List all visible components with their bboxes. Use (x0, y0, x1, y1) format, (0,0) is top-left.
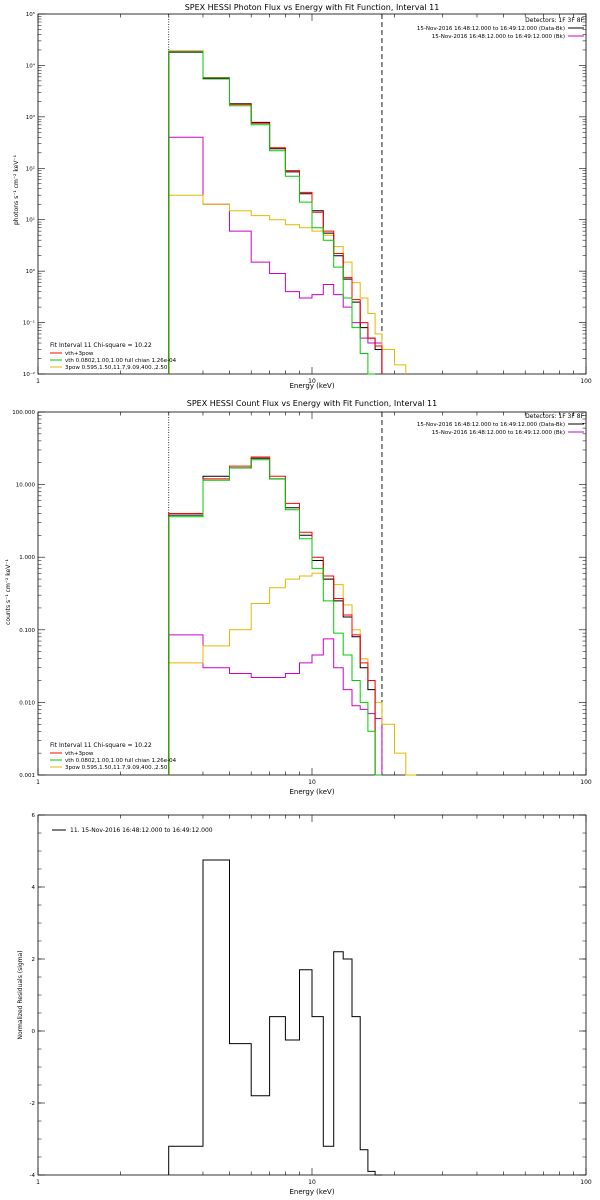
y-tick-label: 10⁻¹ (23, 320, 35, 327)
series-data-bk (168, 457, 376, 775)
y-tick-label: 1.000 (19, 555, 35, 561)
x-tick-label: 100 (580, 1179, 592, 1186)
x-axis-label: Energy (keV) (289, 1188, 334, 1196)
x-axis-label: Energy (keV) (289, 382, 334, 390)
x-tick-label: 10 (308, 779, 316, 786)
y-tick-label: -4 (30, 1173, 36, 1179)
y-axis-label: Normalized Residuals (sigma) (17, 950, 24, 1039)
legend-left-label: vth+3pow (65, 751, 94, 757)
y-tick-label: 10² (26, 165, 35, 172)
photon-flux-panel: SPEX HESSI Photon Flux vs Energy with Fi… (13, 3, 592, 390)
series-bk (168, 634, 383, 775)
panel-title: SPEX HESSI Count Flux vs Energy with Fit… (187, 399, 438, 408)
count-flux-panel: SPEX HESSI Count Flux vs Energy with Fit… (5, 399, 592, 796)
x-tick-label: 100 (580, 378, 592, 385)
y-tick-label: 0.100 (19, 628, 35, 634)
detectors-label: Detectors: 1F 3F 8F (525, 17, 584, 24)
series-3pow (168, 194, 407, 374)
y-tick-label: 4 (32, 885, 36, 891)
series-vth-3pow (168, 50, 383, 374)
legend-left-label: 3pow 0.595,1.50,11.7,9.09,400.,2.50 (65, 765, 168, 771)
x-axis-label: Energy (keV) (289, 788, 334, 796)
legend-left-label: vth 0.0802,1.00,1.00 full chian 1.26e-04 (65, 358, 177, 364)
series-vth (168, 51, 376, 375)
detectors-label: Detectors: 1F 3F 8F (525, 413, 584, 420)
y-tick-label: 10⁰ (26, 268, 36, 275)
y-tick-label: 10⁻² (23, 371, 35, 378)
legend-right-label: 15-Nov-2016 16:48:12.000 to 16:49:12.000… (417, 26, 565, 32)
residual-legend: 11. 15-Nov-2016 16:48:12.000 to 16:49:12… (70, 827, 213, 834)
series-vth (168, 459, 382, 776)
x-tick-label: 1 (36, 779, 40, 786)
y-tick-label: 10¹ (26, 217, 35, 224)
series-11-15-nov-2016-16-48-12-000-to-16-49-12-000 (168, 859, 382, 1176)
y-tick-label: 10⁵ (26, 11, 35, 18)
x-tick-label: 10 (308, 378, 316, 385)
legend-left-label: 3pow 0.595,1.50,11.7,9.09,400.,2.50 (65, 365, 168, 371)
y-tick-label: 10³ (26, 114, 35, 121)
y-tick-label: 0.010 (19, 700, 35, 706)
y-tick-label: 0.001 (19, 773, 35, 779)
legend-right-label: 15-Nov-2016 16:48:12.000 to 16:49:12.000… (432, 34, 565, 40)
y-tick-label: 2 (32, 957, 36, 963)
x-tick-label: 1 (36, 378, 40, 385)
legend-left-label: vth+3pow (65, 351, 94, 357)
fit-label: Fit Interval 11 Chi-square = 10.22 (50, 742, 152, 749)
x-tick-label: 100 (580, 779, 592, 786)
legend-left-label: vth 0.0802,1.00,1.00 full chian 1.26e-04 (65, 758, 177, 764)
x-tick-label: 1 (36, 1179, 40, 1186)
plot-frame (37, 411, 587, 776)
series-3pow (168, 572, 417, 776)
fit-label: Fit Interval 11 Chi-square = 10.22 (50, 342, 152, 349)
legend-right-label: 15-Nov-2016 16:48:12.000 to 16:49:12.000… (417, 422, 565, 428)
series-vth-3pow (168, 456, 376, 775)
legend-right-label: 15-Nov-2016 16:48:12.000 to 16:49:12.000… (432, 430, 565, 436)
y-tick-label: 100.000 (12, 410, 35, 416)
x-tick-label: 10 (308, 1179, 316, 1186)
y-tick-label: 6 (32, 813, 36, 819)
y-axis-label: counts s⁻¹ cm⁻² keV⁻¹ (5, 559, 12, 625)
series-bk (168, 136, 383, 374)
y-tick-label: 10⁴ (26, 62, 36, 69)
y-tick-label: -2 (30, 1101, 35, 1107)
y-axis-label: photons s⁻¹ cm⁻² keV⁻¹ (13, 154, 20, 225)
y-tick-label: 10.000 (16, 483, 36, 489)
series-data-bk (168, 51, 383, 374)
panel-title: SPEX HESSI Photon Flux vs Energy with Fi… (185, 3, 440, 12)
residuals-panel: 11. 15-Nov-2016 16:48:12.000 to 16:49:12… (17, 813, 592, 1196)
y-tick-label: 0 (32, 1029, 36, 1035)
